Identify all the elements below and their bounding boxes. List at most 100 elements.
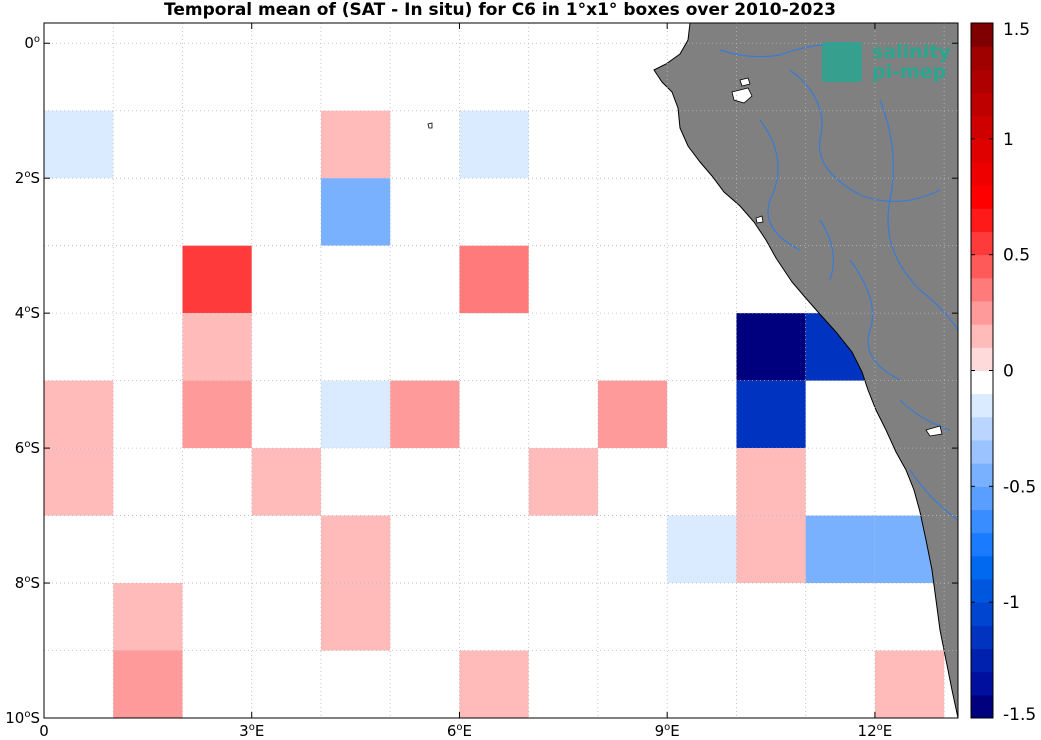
colorbar-tick-label: 1 [1003,130,1014,150]
data-cell [113,583,183,651]
data-cell [320,43,391,111]
data-cell [113,650,183,718]
plot-frame [43,22,959,719]
x-axis-ticks: 0 3oE 6oE 9oE 12oE [39,23,892,740]
grid-lines [44,23,958,718]
data-cell [459,650,529,718]
data-cell [320,380,391,449]
island [925,425,943,437]
logo-line2: pi-mep [872,61,946,83]
colorbar-tick-label: -1 [1003,593,1020,613]
data-cell [44,448,114,516]
data-cell [667,650,737,718]
colorbar-segment [971,625,993,649]
data-cell [736,313,806,381]
data-cell [182,245,252,314]
data-cell [459,110,529,179]
river [899,399,951,431]
river [819,219,834,281]
data-cell [528,583,598,651]
colorbar-segment [971,671,993,696]
colorbar-segment [971,162,993,186]
colorbar-segment [971,648,993,673]
colorbar-tick-label: 0 [1003,362,1014,382]
colorbar: 1.5 1 0.5 0 -0.5 -1 -1.5 [970,20,1036,725]
colorbar-segment [971,694,993,719]
colorbar-segment [971,324,993,348]
data-cell [736,448,806,516]
data-cell [667,583,737,651]
data-cell [44,380,114,449]
data-cell [597,515,668,584]
x-tick-label: 6oE [447,722,472,740]
colorbar-segment [971,532,993,557]
colorbar-tick-label: -1.5 [1003,705,1036,725]
data-cell [320,515,391,584]
data-cell [736,515,806,584]
data-cell [44,110,114,179]
plot-area: 0 3oE 6oE 9oE 12oE 0o 2oS 4oS 6oS 8oS 10oS [5,22,959,740]
x-tick-label: 12oE [858,722,893,740]
data-cell [182,380,252,449]
colorbar-segment [971,393,993,418]
colorbar-tick-label: 1.5 [1003,20,1030,40]
colorbar-segment [971,440,993,464]
data-cell [528,650,598,718]
data-cell [736,650,806,718]
river [909,469,959,521]
river [759,119,801,251]
river [789,69,941,202]
colorbar-tick-label: -0.5 [1003,477,1036,497]
river [849,259,901,381]
cells-layer [44,43,945,718]
salinity-pimep-logo: salinity pi-mep [822,41,951,83]
map-title: Temporal mean of (SAT - In situ) for C6 … [164,0,836,20]
data-cell [459,583,529,651]
islands-layer [427,77,943,437]
colorbar-segment [971,277,993,302]
colorbar-segment [971,208,993,232]
data-cell [320,178,391,246]
data-cell [805,515,875,584]
x-tick-label: 3oE [239,722,264,740]
colorbar-segment [971,115,993,140]
colorbar-segment [971,254,993,279]
colorbar-tick-label: 0.5 [1003,246,1030,266]
data-cell [459,43,529,111]
logo-mark-icon [822,42,862,82]
colorbar-segment [971,301,993,325]
y-axis-ticks: 0o 2oS 4oS 6oS 8oS 10oS [5,34,958,727]
colorbar-segment [971,416,993,441]
data-cell [182,313,252,381]
colorbar-segment [971,555,993,580]
colorbar-segment [971,579,993,603]
island [427,122,433,129]
data-cell [44,245,114,314]
y-tick-label: 6oS [15,439,40,457]
data-cell [667,380,737,449]
colorbar-segment [971,602,993,626]
data-cell [320,245,391,314]
y-tick-label: 0o [24,34,40,52]
data-cell [390,380,460,449]
colorbar-segments [971,23,993,719]
data-cell [320,110,391,179]
land-mass [653,22,959,719]
island [739,77,751,87]
data-cell [528,448,598,516]
colorbar-segment [971,69,993,93]
data-cell [320,583,391,651]
data-cell [736,380,806,449]
y-tick-label: 8oS [15,574,40,592]
y-tick-label: 2oS [15,169,40,187]
data-cell [390,43,460,111]
colorbar-segment [971,46,993,70]
island [731,87,753,104]
colorbar-segment [971,23,993,47]
colorbar-segment [971,347,993,371]
data-cell [597,380,668,449]
colorbar-ticks: 1.5 1 0.5 0 -0.5 -1 -1.5 [971,20,1036,725]
x-tick-label: 0 [39,722,49,740]
colorbar-segment [971,92,993,117]
